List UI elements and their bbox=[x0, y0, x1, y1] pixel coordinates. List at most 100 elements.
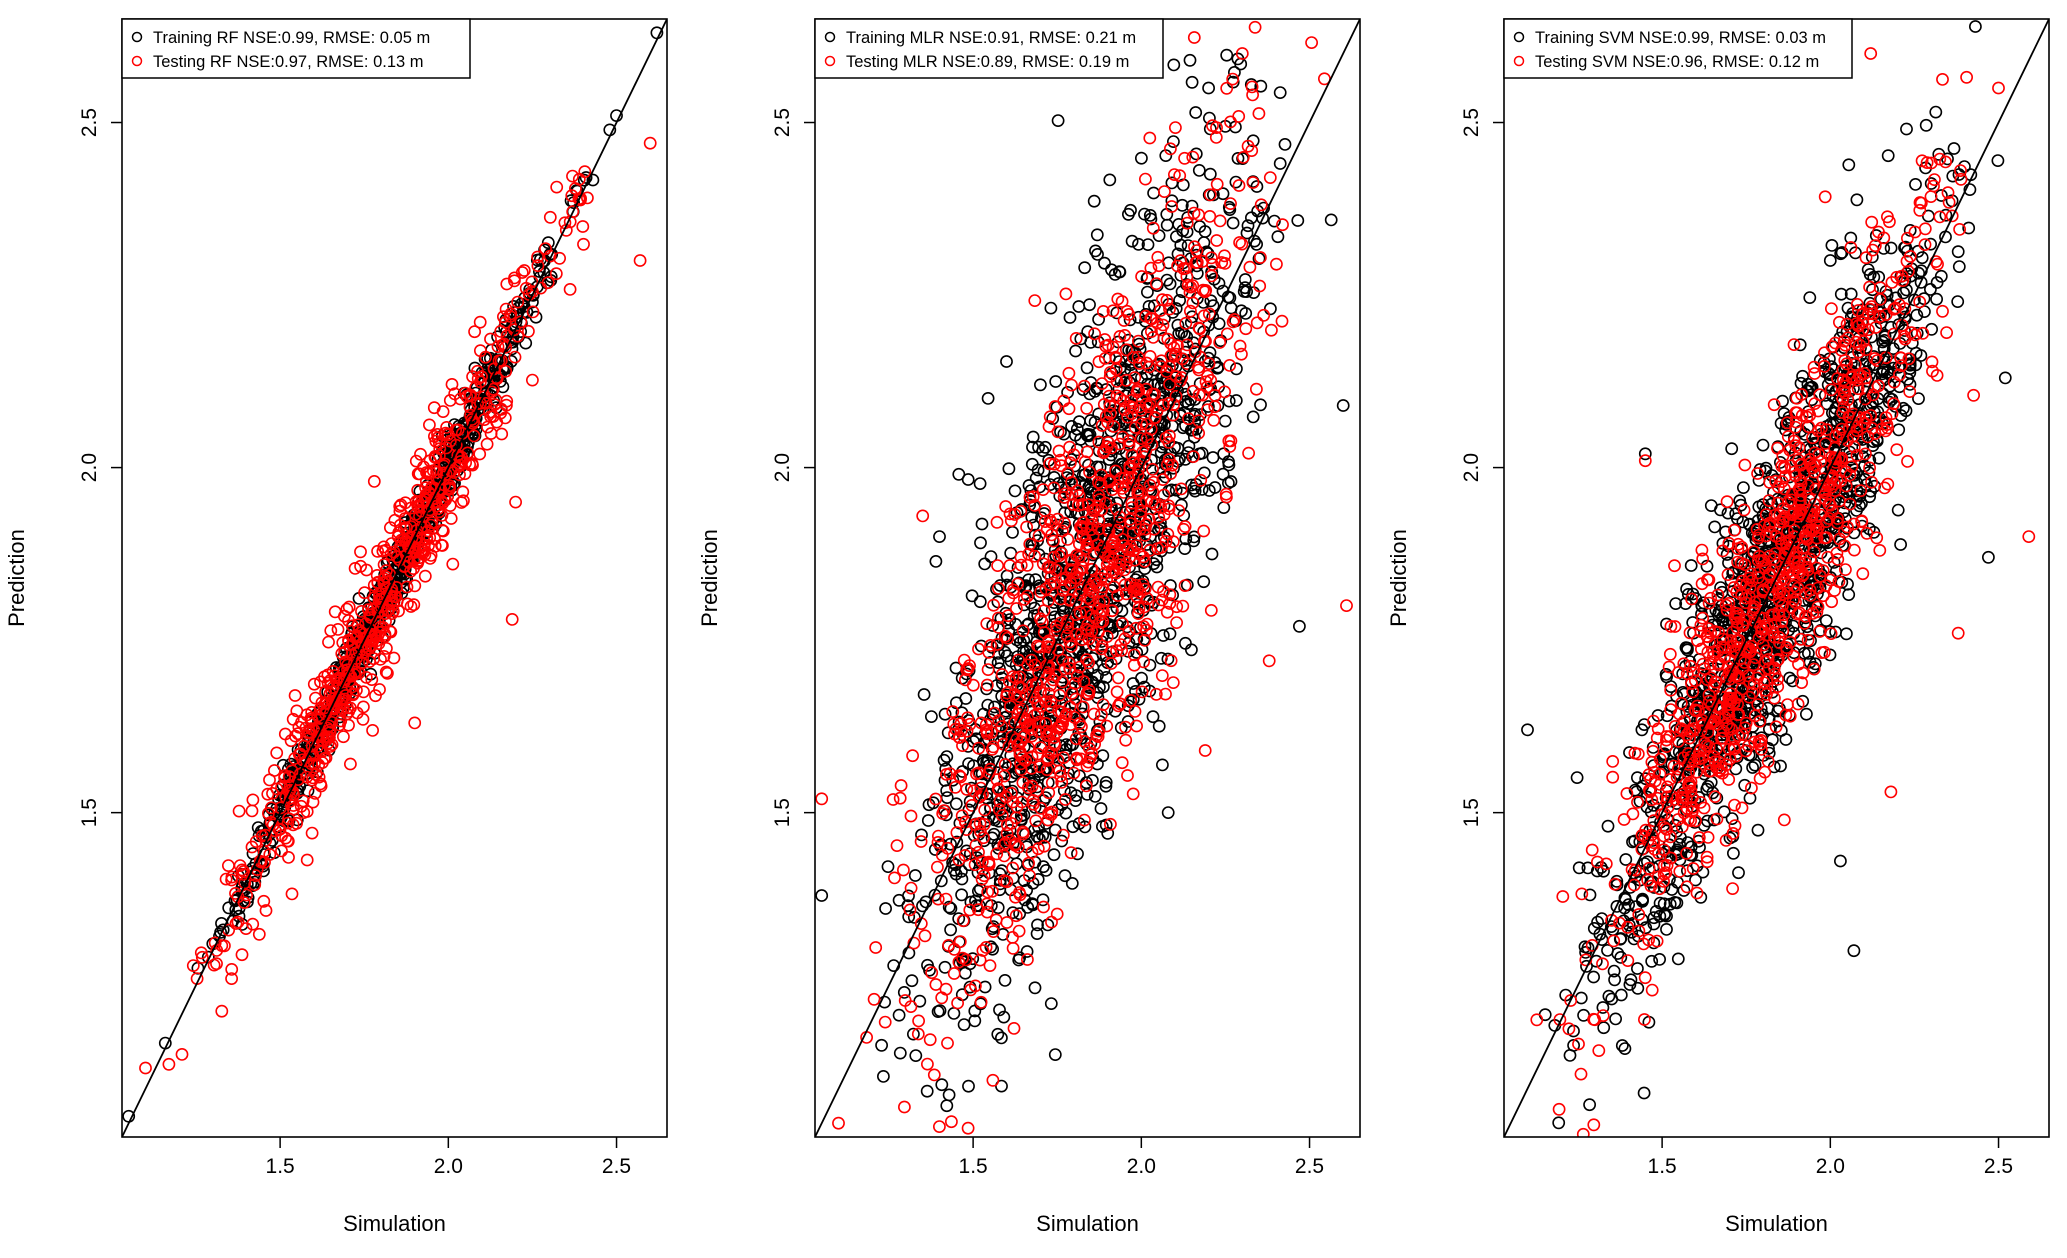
data-point bbox=[334, 704, 348, 717]
data-point bbox=[1107, 420, 1121, 433]
data-point bbox=[991, 656, 1005, 669]
data-point bbox=[186, 959, 200, 972]
data-point bbox=[1305, 36, 1318, 49]
data-point bbox=[1570, 771, 1584, 784]
data-point bbox=[1135, 270, 1148, 283]
data-point bbox=[1164, 654, 1178, 668]
data-point bbox=[1128, 553, 1142, 567]
data-point bbox=[946, 705, 960, 718]
data-point bbox=[1128, 421, 1142, 434]
data-point bbox=[1023, 537, 1037, 551]
data-point bbox=[581, 191, 594, 205]
data-point bbox=[1126, 401, 1140, 414]
data-point bbox=[954, 717, 968, 730]
data-point bbox=[1168, 168, 1181, 181]
data-point bbox=[1161, 806, 1175, 819]
data-point bbox=[1233, 339, 1247, 353]
data-point bbox=[1610, 900, 1624, 913]
data-point bbox=[283, 794, 297, 808]
data-point bbox=[933, 1004, 947, 1018]
data-point bbox=[904, 881, 918, 895]
data-point bbox=[1205, 251, 1218, 265]
data-point bbox=[937, 804, 951, 818]
data-point bbox=[1220, 81, 1234, 95]
data-point bbox=[1212, 317, 1226, 330]
x-axis-label: Simulation bbox=[1036, 1211, 1139, 1236]
data-point bbox=[508, 350, 522, 364]
data-point bbox=[1048, 738, 1062, 752]
data-point bbox=[1581, 861, 1595, 875]
data-point bbox=[1189, 106, 1203, 119]
data-point bbox=[1087, 575, 1101, 589]
data-point bbox=[1218, 249, 1231, 263]
data-point bbox=[1197, 466, 1211, 480]
data-point bbox=[422, 539, 435, 552]
data-point bbox=[973, 882, 987, 896]
data-point bbox=[1088, 327, 1101, 341]
data-point bbox=[1867, 358, 1880, 372]
data-point bbox=[1070, 751, 1084, 765]
data-point bbox=[1187, 450, 1200, 463]
data-point bbox=[893, 1046, 907, 1060]
data-point bbox=[1169, 370, 1183, 383]
data-point bbox=[1099, 779, 1113, 793]
data-point bbox=[427, 401, 441, 415]
data-point bbox=[1915, 251, 1929, 265]
data-point bbox=[531, 250, 544, 264]
data-point bbox=[1246, 410, 1260, 424]
data-point bbox=[1096, 603, 1109, 617]
data-point bbox=[1064, 505, 1078, 519]
data-point bbox=[1236, 150, 1250, 164]
data-point bbox=[1891, 503, 1905, 517]
data-point bbox=[420, 466, 433, 479]
data-point bbox=[959, 692, 973, 705]
data-point bbox=[1031, 842, 1045, 856]
data-point bbox=[1180, 216, 1194, 230]
data-point bbox=[1158, 185, 1171, 198]
data-point bbox=[468, 325, 481, 339]
data-point bbox=[1159, 431, 1173, 445]
data-point bbox=[1104, 657, 1118, 670]
data-point bbox=[1776, 394, 1789, 408]
data-point bbox=[1911, 244, 1925, 258]
data-point bbox=[981, 698, 995, 712]
data-point bbox=[947, 967, 961, 980]
data-point bbox=[1254, 4, 1265, 15]
data-point bbox=[1080, 445, 1094, 459]
data-point bbox=[1045, 746, 1058, 760]
data-point bbox=[1154, 304, 1167, 317]
data-point bbox=[1710, 791, 1724, 805]
data-point bbox=[1324, 213, 1338, 227]
data-point bbox=[1154, 446, 1168, 459]
data-point bbox=[1005, 770, 1019, 783]
data-point bbox=[1114, 697, 1127, 711]
data-point bbox=[903, 903, 917, 917]
data-point bbox=[336, 730, 350, 744]
data-point bbox=[385, 537, 398, 550]
data-point bbox=[288, 752, 302, 765]
data-point bbox=[990, 847, 1004, 861]
data-point bbox=[907, 910, 921, 924]
x-tick-label: 2.0 bbox=[1127, 1155, 1156, 1178]
data-point bbox=[1062, 656, 1076, 670]
data-point bbox=[1800, 707, 1813, 721]
data-point bbox=[1003, 834, 1017, 847]
data-point bbox=[988, 700, 1001, 714]
data-point bbox=[1173, 293, 1186, 307]
data-point bbox=[959, 673, 972, 687]
points-layer bbox=[1504, 19, 2049, 1137]
data-point bbox=[972, 884, 985, 898]
data-point bbox=[1054, 592, 1067, 606]
data-point bbox=[517, 264, 531, 277]
data-point bbox=[343, 701, 357, 715]
data-point bbox=[1031, 463, 1045, 477]
data-point bbox=[374, 652, 387, 666]
data-point bbox=[1609, 1012, 1622, 1026]
data-point bbox=[1250, 180, 1264, 193]
data-point bbox=[940, 784, 954, 797]
data-point bbox=[1063, 440, 1076, 454]
data-point bbox=[1025, 750, 1039, 764]
data-point bbox=[1243, 260, 1257, 274]
data-point bbox=[1009, 909, 1023, 923]
data-point bbox=[1677, 687, 1691, 701]
